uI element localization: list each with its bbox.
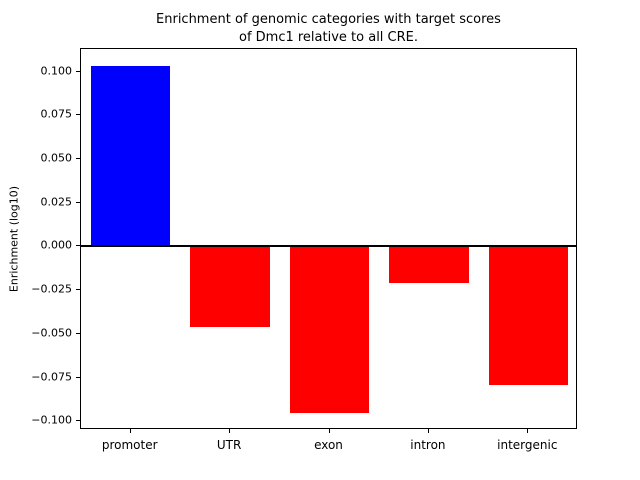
x-tick-mark: [328, 429, 330, 433]
x-tick-label-exon: exon: [314, 438, 343, 452]
x-tick-label-intron: intron: [410, 438, 446, 452]
y-tick-label: −0.075: [31, 370, 72, 384]
plot-area: [80, 48, 577, 429]
y-tick-mark: [76, 289, 80, 291]
bar-UTR: [190, 246, 270, 327]
y-tick-mark: [76, 376, 80, 378]
y-tick-mark: [76, 114, 80, 116]
y-tick-mark: [76, 420, 80, 422]
y-tick-label: 0.025: [40, 195, 73, 209]
y-tick-mark: [76, 332, 80, 334]
x-tick-mark: [527, 429, 529, 433]
y-tick-label: −0.100: [31, 413, 72, 427]
zero-line: [81, 245, 576, 248]
x-tick-label-UTR: UTR: [216, 438, 242, 452]
y-tick-mark: [76, 158, 80, 160]
y-tick-label: −0.025: [31, 282, 72, 296]
x-tick-label-promoter: promoter: [101, 438, 158, 452]
y-tick-mark: [76, 70, 80, 72]
y-tick-label: 0.100: [40, 64, 73, 78]
x-tick-mark: [427, 429, 429, 433]
bar-exon: [289, 246, 370, 413]
x-tick-mark: [129, 429, 131, 433]
x-tick-label-intergenic: intergenic: [497, 438, 558, 452]
bar-intergenic: [488, 246, 569, 385]
bar-intron: [389, 246, 469, 284]
y-tick-label: 0.075: [40, 107, 73, 121]
chart-title: Enrichment of genomic categories with ta…: [156, 12, 501, 46]
y-tick-label: 0.000: [40, 238, 73, 252]
x-tick-mark: [229, 429, 231, 433]
y-tick-label: −0.050: [31, 326, 72, 340]
bar-promoter: [90, 66, 171, 247]
y-tick-mark: [76, 245, 80, 247]
y-tick-label: 0.050: [40, 151, 73, 165]
y-tick-mark: [76, 201, 80, 203]
